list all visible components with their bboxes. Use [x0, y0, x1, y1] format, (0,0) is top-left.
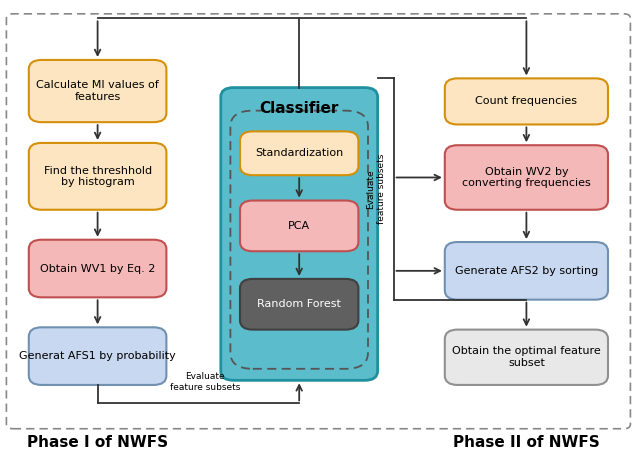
Text: Obtain WV2 by
converting frequencies: Obtain WV2 by converting frequencies [462, 167, 591, 188]
Text: Phase I of NWFS: Phase I of NWFS [27, 435, 168, 450]
Text: Generat AFS1 by probability: Generat AFS1 by probability [19, 351, 176, 361]
Text: Find the threshhold
by histogram: Find the threshhold by histogram [44, 165, 152, 187]
Text: Evaluate
feature subsets: Evaluate feature subsets [367, 154, 386, 224]
Text: Count frequencies: Count frequencies [476, 96, 577, 106]
FancyBboxPatch shape [240, 201, 358, 251]
Text: Calculate MI values of
features: Calculate MI values of features [36, 80, 159, 102]
FancyBboxPatch shape [29, 60, 166, 122]
Text: Classifier: Classifier [259, 101, 339, 116]
FancyBboxPatch shape [221, 88, 378, 380]
Text: Obtain the optimal feature
subset: Obtain the optimal feature subset [452, 347, 601, 368]
FancyBboxPatch shape [29, 327, 166, 385]
Text: Generate AFS2 by sorting: Generate AFS2 by sorting [455, 266, 598, 276]
Text: PCA: PCA [288, 221, 310, 231]
FancyBboxPatch shape [445, 330, 608, 385]
FancyBboxPatch shape [240, 131, 358, 175]
Text: Random Forest: Random Forest [257, 299, 341, 309]
FancyBboxPatch shape [29, 240, 166, 297]
Text: Evaluate
feature subsets: Evaluate feature subsets [170, 372, 240, 392]
Text: Obtain WV1 by Eq. 2: Obtain WV1 by Eq. 2 [40, 264, 156, 273]
Text: Standardization: Standardization [255, 148, 343, 158]
FancyBboxPatch shape [445, 78, 608, 124]
Text: Phase II of NWFS: Phase II of NWFS [453, 435, 600, 450]
FancyBboxPatch shape [29, 143, 166, 210]
FancyBboxPatch shape [240, 279, 358, 330]
FancyBboxPatch shape [445, 242, 608, 300]
FancyBboxPatch shape [445, 145, 608, 210]
